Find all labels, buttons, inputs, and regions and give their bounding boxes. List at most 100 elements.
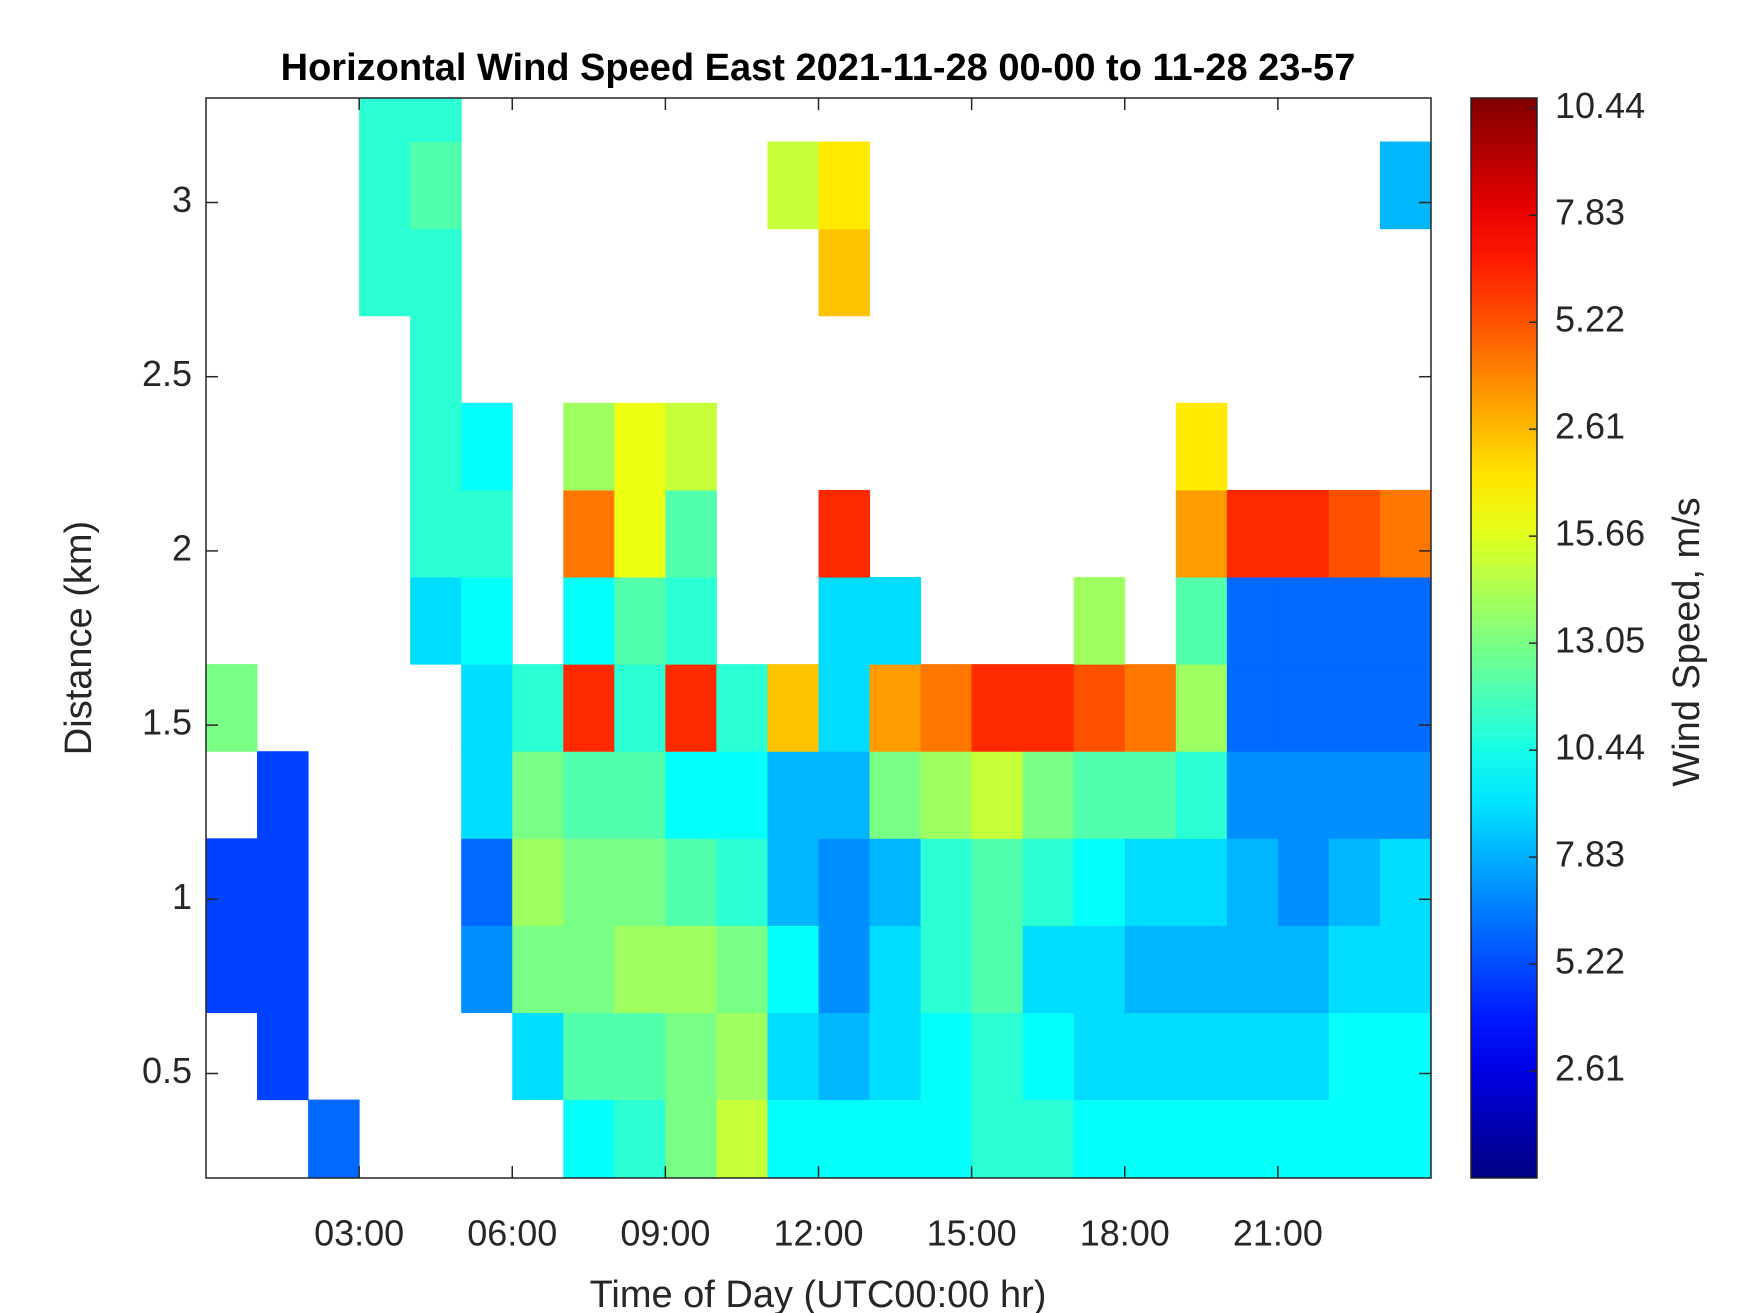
heatmap-cell (1022, 664, 1075, 752)
heatmap-cell (1379, 141, 1431, 230)
heatmap-cell (1175, 489, 1228, 578)
colorbar-tick-label: 13.05 (1555, 620, 1645, 661)
heatmap-cell (818, 925, 871, 1014)
heatmap-cell (1328, 925, 1381, 1014)
heatmap-cell (818, 489, 871, 578)
heatmap-cell (1226, 925, 1279, 1014)
x-tick-label: 12:00 (773, 1213, 863, 1254)
y-axis-label: Distance (km) (58, 521, 100, 755)
heatmap-cell (1379, 489, 1431, 578)
y-tick-label: 3 (172, 179, 192, 220)
colorbar-tick-label: 2.61 (1555, 406, 1625, 447)
heatmap-cell (767, 1012, 819, 1101)
heatmap-cell (257, 925, 309, 1014)
heatmap-cell (767, 1099, 819, 1178)
heatmap-cell (1328, 577, 1381, 665)
heatmap-cell (461, 489, 513, 578)
heatmap-cell (920, 751, 973, 839)
heatmap-cell (665, 402, 717, 491)
heatmap-cell (1124, 1012, 1177, 1101)
heatmap-cell (1022, 925, 1075, 1014)
heatmap-cell (1379, 664, 1431, 752)
heatmap-cell (614, 1012, 666, 1101)
chart-title: Horizontal Wind Speed East 2021-11-28 00… (281, 47, 1356, 89)
heatmap-cell (767, 751, 819, 839)
heatmap-cell (614, 664, 666, 752)
heatmap-cell (1277, 577, 1330, 665)
heatmap-cell (512, 751, 564, 839)
heatmap-cell (1175, 664, 1228, 752)
colorbar-tick-label: 15.66 (1555, 513, 1645, 554)
heatmap-cell (614, 1099, 666, 1178)
heatmap-cell (1277, 1012, 1330, 1101)
heatmap-cell (563, 838, 615, 926)
colorbar (1470, 97, 1538, 1179)
heatmap-cell (410, 98, 462, 143)
heatmap-cell (1277, 489, 1330, 578)
heatmap-cell (971, 925, 1024, 1014)
heatmap-cell (614, 402, 666, 491)
heatmap-cell (1124, 664, 1177, 752)
heatmap-cell (563, 402, 615, 491)
colorbar-tick-label: 7.83 (1555, 192, 1625, 233)
heatmap-cell (1277, 925, 1330, 1014)
heatmap-cell (971, 664, 1024, 752)
heatmap-cell (869, 751, 922, 839)
heatmap-cell (716, 1012, 768, 1101)
heatmap-cell (920, 664, 973, 752)
x-tick-label: 06:00 (467, 1213, 557, 1254)
heatmap-cell (614, 577, 666, 665)
heatmap-cell (563, 577, 615, 665)
heatmap-cell (818, 577, 871, 665)
x-tick-label: 18:00 (1080, 1213, 1170, 1254)
heatmap-cell (1175, 1099, 1228, 1178)
heatmap-cell (971, 838, 1024, 926)
heatmap-cell (206, 664, 258, 752)
colorbar-tick-label: 7.83 (1555, 834, 1625, 875)
x-tick-label: 21:00 (1233, 1213, 1323, 1254)
heatmap-cell (665, 577, 717, 665)
heatmap-cell (512, 838, 564, 926)
heatmap-cell (1073, 577, 1126, 665)
heatmap-cell (665, 925, 717, 1014)
heatmap-cell (1226, 1012, 1279, 1101)
heatmap-cell (818, 141, 871, 230)
heatmap-cell (1226, 838, 1279, 926)
heatmap-cell (563, 664, 615, 752)
heatmap-cell (461, 402, 513, 491)
heatmap-cell (1277, 1099, 1330, 1178)
heatmap-cell (206, 838, 258, 926)
heatmap-cell (971, 1099, 1024, 1178)
heatmap-cell (1073, 925, 1126, 1014)
heatmap-cell (716, 1099, 768, 1178)
colorbar-tick-label: 10.44 (1555, 727, 1645, 768)
heatmap-cell (920, 925, 973, 1014)
heatmap-cell (971, 751, 1024, 839)
y-tick-label: 1.5 (142, 702, 192, 743)
heatmap-cell (1328, 838, 1381, 926)
heatmap-cell (1328, 664, 1381, 752)
heatmap-cell (1328, 751, 1381, 839)
heatmap-cell (1073, 1012, 1126, 1101)
heatmap-cell (1124, 925, 1177, 1014)
heatmap-cell (869, 577, 922, 665)
x-tick-label: 03:00 (314, 1213, 404, 1254)
heatmap-cell (359, 141, 411, 230)
colorbar-label: Wind Speed, m/s (1666, 497, 1708, 786)
heatmap-cell (869, 838, 922, 926)
colorbar-tick-label: 2.61 (1555, 1048, 1625, 1089)
heatmap-cell (1175, 838, 1228, 926)
heatmap-cell (1379, 838, 1431, 926)
heatmap-cell (869, 664, 922, 752)
heatmap-cell (1175, 751, 1228, 839)
heatmap-cell (869, 1099, 922, 1178)
heatmap-cell (359, 98, 411, 143)
heatmap-cell (614, 489, 666, 578)
heatmap-cell (614, 925, 666, 1014)
heatmap-cell (869, 925, 922, 1014)
heatmap-cell (767, 925, 819, 1014)
heatmap-cell (1328, 1012, 1381, 1101)
heatmap-cell (1124, 751, 1177, 839)
heatmap-cell (1226, 664, 1279, 752)
